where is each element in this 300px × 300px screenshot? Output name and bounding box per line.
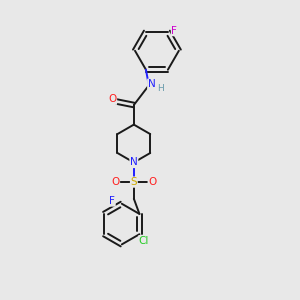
Text: F: F [171, 26, 177, 36]
Text: F: F [109, 196, 115, 206]
Text: N: N [130, 158, 138, 167]
Text: S: S [130, 177, 137, 187]
Text: O: O [148, 177, 156, 187]
Text: H: H [158, 84, 164, 93]
Text: N: N [148, 79, 155, 89]
Text: O: O [108, 94, 116, 104]
Text: Cl: Cl [139, 236, 149, 246]
Text: O: O [111, 177, 119, 187]
